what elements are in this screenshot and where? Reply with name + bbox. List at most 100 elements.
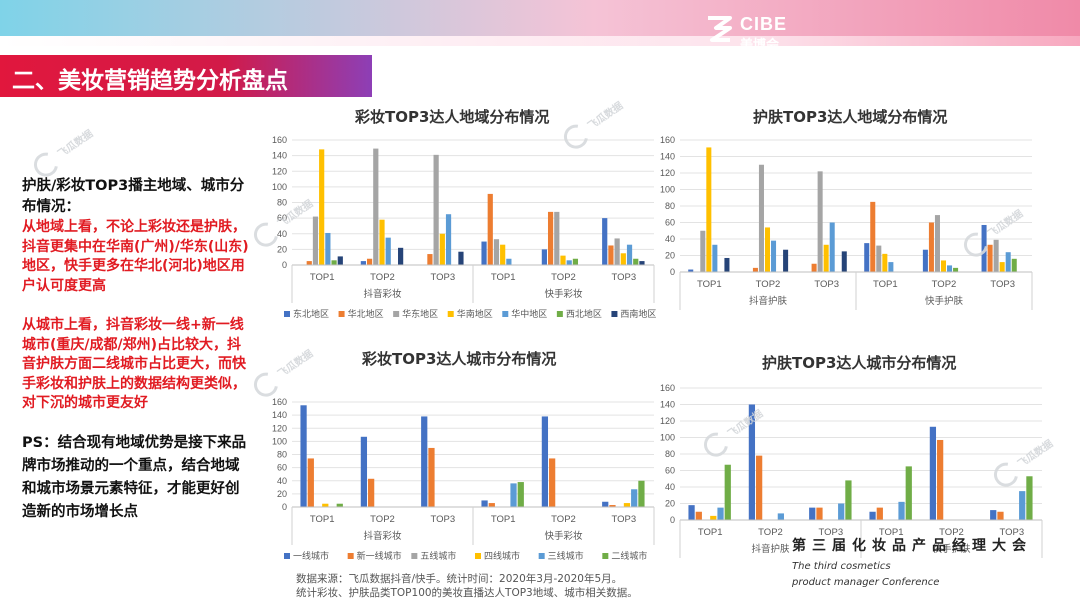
x-tick-label: TOP2 (370, 514, 395, 525)
conference-name-en2: product manager Conference (792, 577, 940, 588)
legend-label: 三线城市 (548, 550, 584, 562)
x-tick-label: TOP1 (310, 272, 335, 283)
bar (809, 507, 816, 520)
legend-label: 一线城市 (293, 550, 329, 562)
bar (638, 480, 645, 507)
x-tick-label: TOP3 (1000, 527, 1025, 538)
chart-skincare-region: 0 20 40 60 80 100 120 140 160 TOP1 TOP2 TOP3 TOP1 TOP… (660, 135, 1033, 310)
top-gradient-band-lower (0, 36, 1080, 46)
legend-label: 华南地区 (457, 308, 493, 320)
bar (953, 267, 959, 272)
legend-label: 西南地区 (620, 308, 656, 320)
watermark-text: 飞瓜数据 (586, 100, 626, 133)
x-tick-label: TOP2 (551, 514, 576, 525)
y-tick-label: 100 (660, 185, 675, 195)
bar (602, 501, 609, 507)
bar (706, 147, 712, 272)
bar (620, 253, 626, 265)
bar (631, 489, 638, 507)
watermark: 飞瓜数据 (29, 123, 98, 182)
bar (421, 416, 428, 507)
summary-city-text: 从城市上看，抖音彩妆一线+新一线城市(重庆/成都/郑州)占比较大，抖音护肤方面二… (22, 317, 246, 411)
bar (368, 478, 375, 507)
top-gradient-band (0, 0, 1080, 36)
bar (541, 416, 549, 507)
chart-makeup-city: 0 20 40 60 80 100 120 140 160 TOP1 TOP2 TOP3 TOP1 TOP… (272, 397, 655, 562)
logo-text-cn: 美博会 (740, 38, 780, 53)
bar (888, 262, 894, 272)
x-tick-label: TOP2 (756, 279, 781, 290)
legend-swatch (393, 311, 400, 317)
x-tick-label: TOP2 (932, 279, 957, 290)
y-tick-label: 0 (670, 267, 675, 277)
y-tick-label: 100 (272, 436, 287, 446)
y-tick-label: 140 (272, 151, 287, 161)
section-title: 二、美妆营销趋势分析盘点 (12, 68, 288, 94)
bar (623, 503, 631, 507)
y-tick-label: 120 (272, 166, 287, 176)
bar (366, 258, 373, 265)
bar (1026, 476, 1033, 520)
bar (560, 255, 566, 265)
bar (481, 241, 487, 265)
bar (506, 258, 512, 265)
y-tick-label: 40 (665, 234, 675, 244)
bar (876, 507, 883, 520)
x-tick-label: TOP3 (819, 527, 844, 538)
logo-text-en: CIBE (740, 14, 788, 34)
bar (940, 260, 947, 272)
bar (602, 218, 608, 265)
legend-swatch (556, 311, 563, 317)
group-label: 快手护肤 (932, 543, 971, 555)
data-source-note: 数据来源：飞瓜数据抖音/快手。统计时间：2020年3月-2020年5月。 统计彩… (296, 572, 638, 600)
bar (554, 211, 560, 265)
x-tick-label: TOP2 (551, 272, 576, 283)
y-tick-label: 100 (272, 182, 287, 192)
group-label: 快手彩妆 (544, 288, 583, 300)
bar (300, 405, 307, 507)
bar (312, 216, 319, 265)
x-tick-label: TOP3 (814, 279, 839, 290)
bar (639, 261, 645, 265)
summary-region-text: 从地域上看，不论上彩妆还是护肤，抖音更集中在华南(广州)/华东(山东)地区，快手… (22, 219, 249, 294)
bar (325, 232, 331, 265)
group-label: 抖音护肤 (751, 543, 790, 555)
x-tick-label: TOP3 (431, 272, 456, 283)
bar (752, 267, 758, 272)
y-tick-label: 160 (660, 383, 675, 393)
conference-name-cn: 第三届化妆品产品经理大会 (792, 538, 1032, 554)
bar (566, 260, 572, 265)
legend-swatch (338, 311, 345, 317)
bar (845, 480, 852, 520)
x-tick-label: TOP1 (698, 527, 723, 538)
x-tick-label: TOP3 (612, 514, 637, 525)
bar (510, 483, 517, 507)
bar (756, 455, 763, 520)
bar (337, 256, 343, 265)
legend-swatch (502, 311, 509, 317)
x-tick-label: TOP1 (873, 279, 898, 290)
data-source-line2: 统计彩妆、护肤品类TOP100的美妆直播达人TOP3地域、城市相关数据。 (296, 587, 638, 599)
data-source-line1: 数据来源：飞瓜数据抖音/快手。统计时间：2020年3月-2020年5月。 (296, 573, 623, 585)
y-tick-label: 0 (670, 515, 675, 525)
watermark-text: 飞瓜数据 (56, 128, 96, 161)
bar (458, 251, 464, 265)
x-tick-label: TOP1 (697, 279, 722, 290)
group-label: 快手彩妆 (544, 530, 583, 542)
bar (710, 515, 717, 520)
x-tick-label: TOP3 (431, 514, 456, 525)
y-tick-label: 20 (665, 251, 675, 261)
bar (633, 258, 639, 265)
bar (517, 482, 524, 507)
legend-label: 二线城市 (611, 550, 647, 562)
bar (724, 464, 731, 520)
y-tick-label: 120 (660, 168, 675, 178)
bar (937, 439, 944, 520)
legend-swatch (284, 311, 290, 317)
bar (876, 245, 882, 272)
bar (547, 211, 554, 265)
bar (306, 261, 312, 265)
bar (398, 247, 404, 265)
x-tick-label: TOP1 (879, 527, 904, 538)
bar (445, 214, 452, 265)
